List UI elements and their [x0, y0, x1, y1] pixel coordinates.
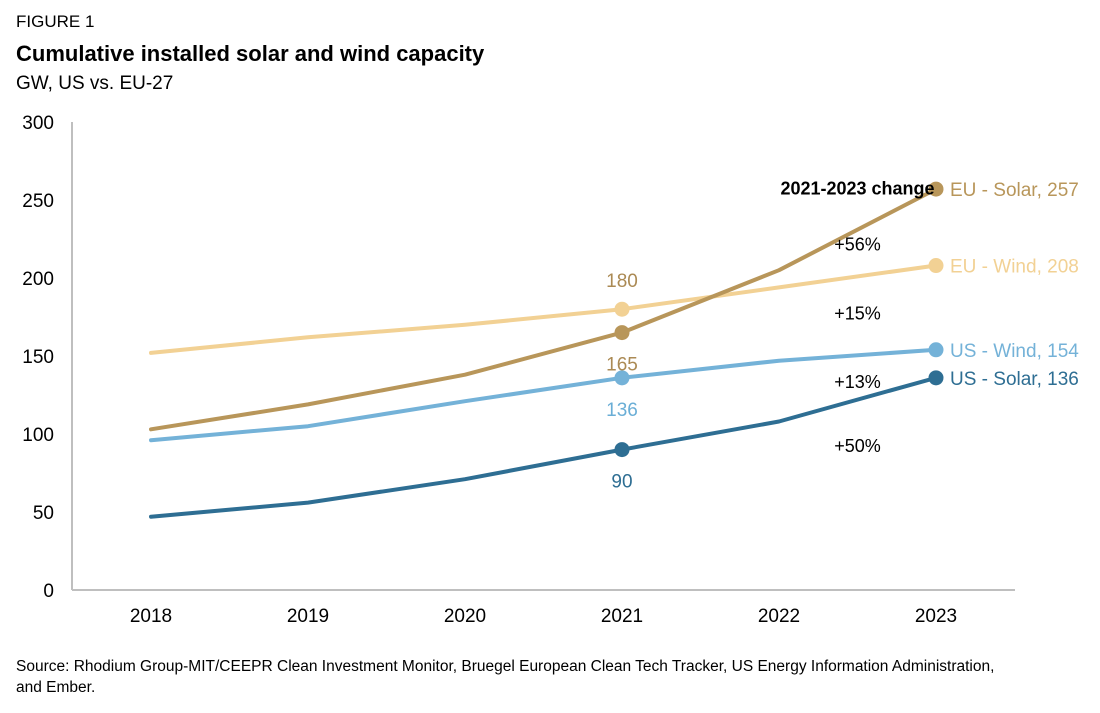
data-point-eu-wind	[928, 258, 944, 274]
data-label: 90	[611, 472, 632, 493]
series-end-label: EU - Solar, 257	[950, 180, 1079, 201]
y-tick-label: 150	[22, 347, 54, 368]
axes: 0 50 100 150 200 250 300 2018 2019 2020 2021 2022 20…	[22, 113, 1015, 627]
series-line-eu-wind	[149, 263, 938, 355]
source-note: Source: Rhodium Group-MIT/CEEPR Clean In…	[16, 658, 995, 696]
y-tick-label: 50	[33, 503, 54, 524]
series-lines	[149, 181, 944, 519]
change-annotation: 2021-2023 change	[780, 179, 934, 199]
y-tick-label: 250	[22, 191, 54, 212]
x-tick-label: 2020	[444, 606, 486, 627]
series-end-label: US - Wind, 154	[950, 341, 1079, 362]
data-point-eu-wind	[614, 301, 630, 317]
series-line-us-solar	[149, 375, 938, 519]
y-tick-label: 100	[22, 425, 54, 446]
data-point-us-wind	[928, 342, 944, 358]
y-tick-label: 300	[22, 113, 54, 134]
change-annotation: +15%	[834, 303, 881, 323]
data-point-eu-solar	[928, 181, 944, 197]
data-label: 165	[606, 355, 638, 376]
y-tick-label: 200	[22, 269, 54, 290]
data-point-us-wind	[614, 370, 630, 386]
chart-labels: EU - Wind, 208 180 EU - Solar, 257 165 US - …	[606, 179, 1079, 493]
x-tick-label: 2021	[601, 606, 643, 627]
x-tick-label: 2023	[915, 606, 957, 627]
figure-label: FIGURE 1	[16, 12, 95, 31]
data-point-eu-solar	[614, 325, 630, 341]
x-tick-label: 2022	[758, 606, 800, 627]
series-line-eu-solar	[149, 187, 938, 432]
data-label: 136	[606, 400, 638, 421]
change-annotation: +56%	[834, 235, 881, 255]
x-tick-label: 2019	[287, 606, 329, 627]
series-line-us-wind	[149, 347, 938, 443]
change-annotation: +50%	[834, 436, 881, 456]
chart-title: Cumulative installed solar and wind capa…	[16, 41, 485, 66]
data-label: 180	[606, 271, 638, 292]
x-tick-label: 2018	[130, 606, 172, 627]
y-tick-label: 0	[43, 581, 54, 602]
series-end-label: EU - Wind, 208	[950, 257, 1079, 278]
data-point-us-solar	[614, 442, 630, 458]
change-annotation: +13%	[834, 372, 881, 392]
chart-subtitle: GW, US vs. EU-27	[16, 73, 174, 94]
data-point-us-solar	[928, 370, 944, 386]
series-end-label: US - Solar, 136	[950, 369, 1079, 390]
